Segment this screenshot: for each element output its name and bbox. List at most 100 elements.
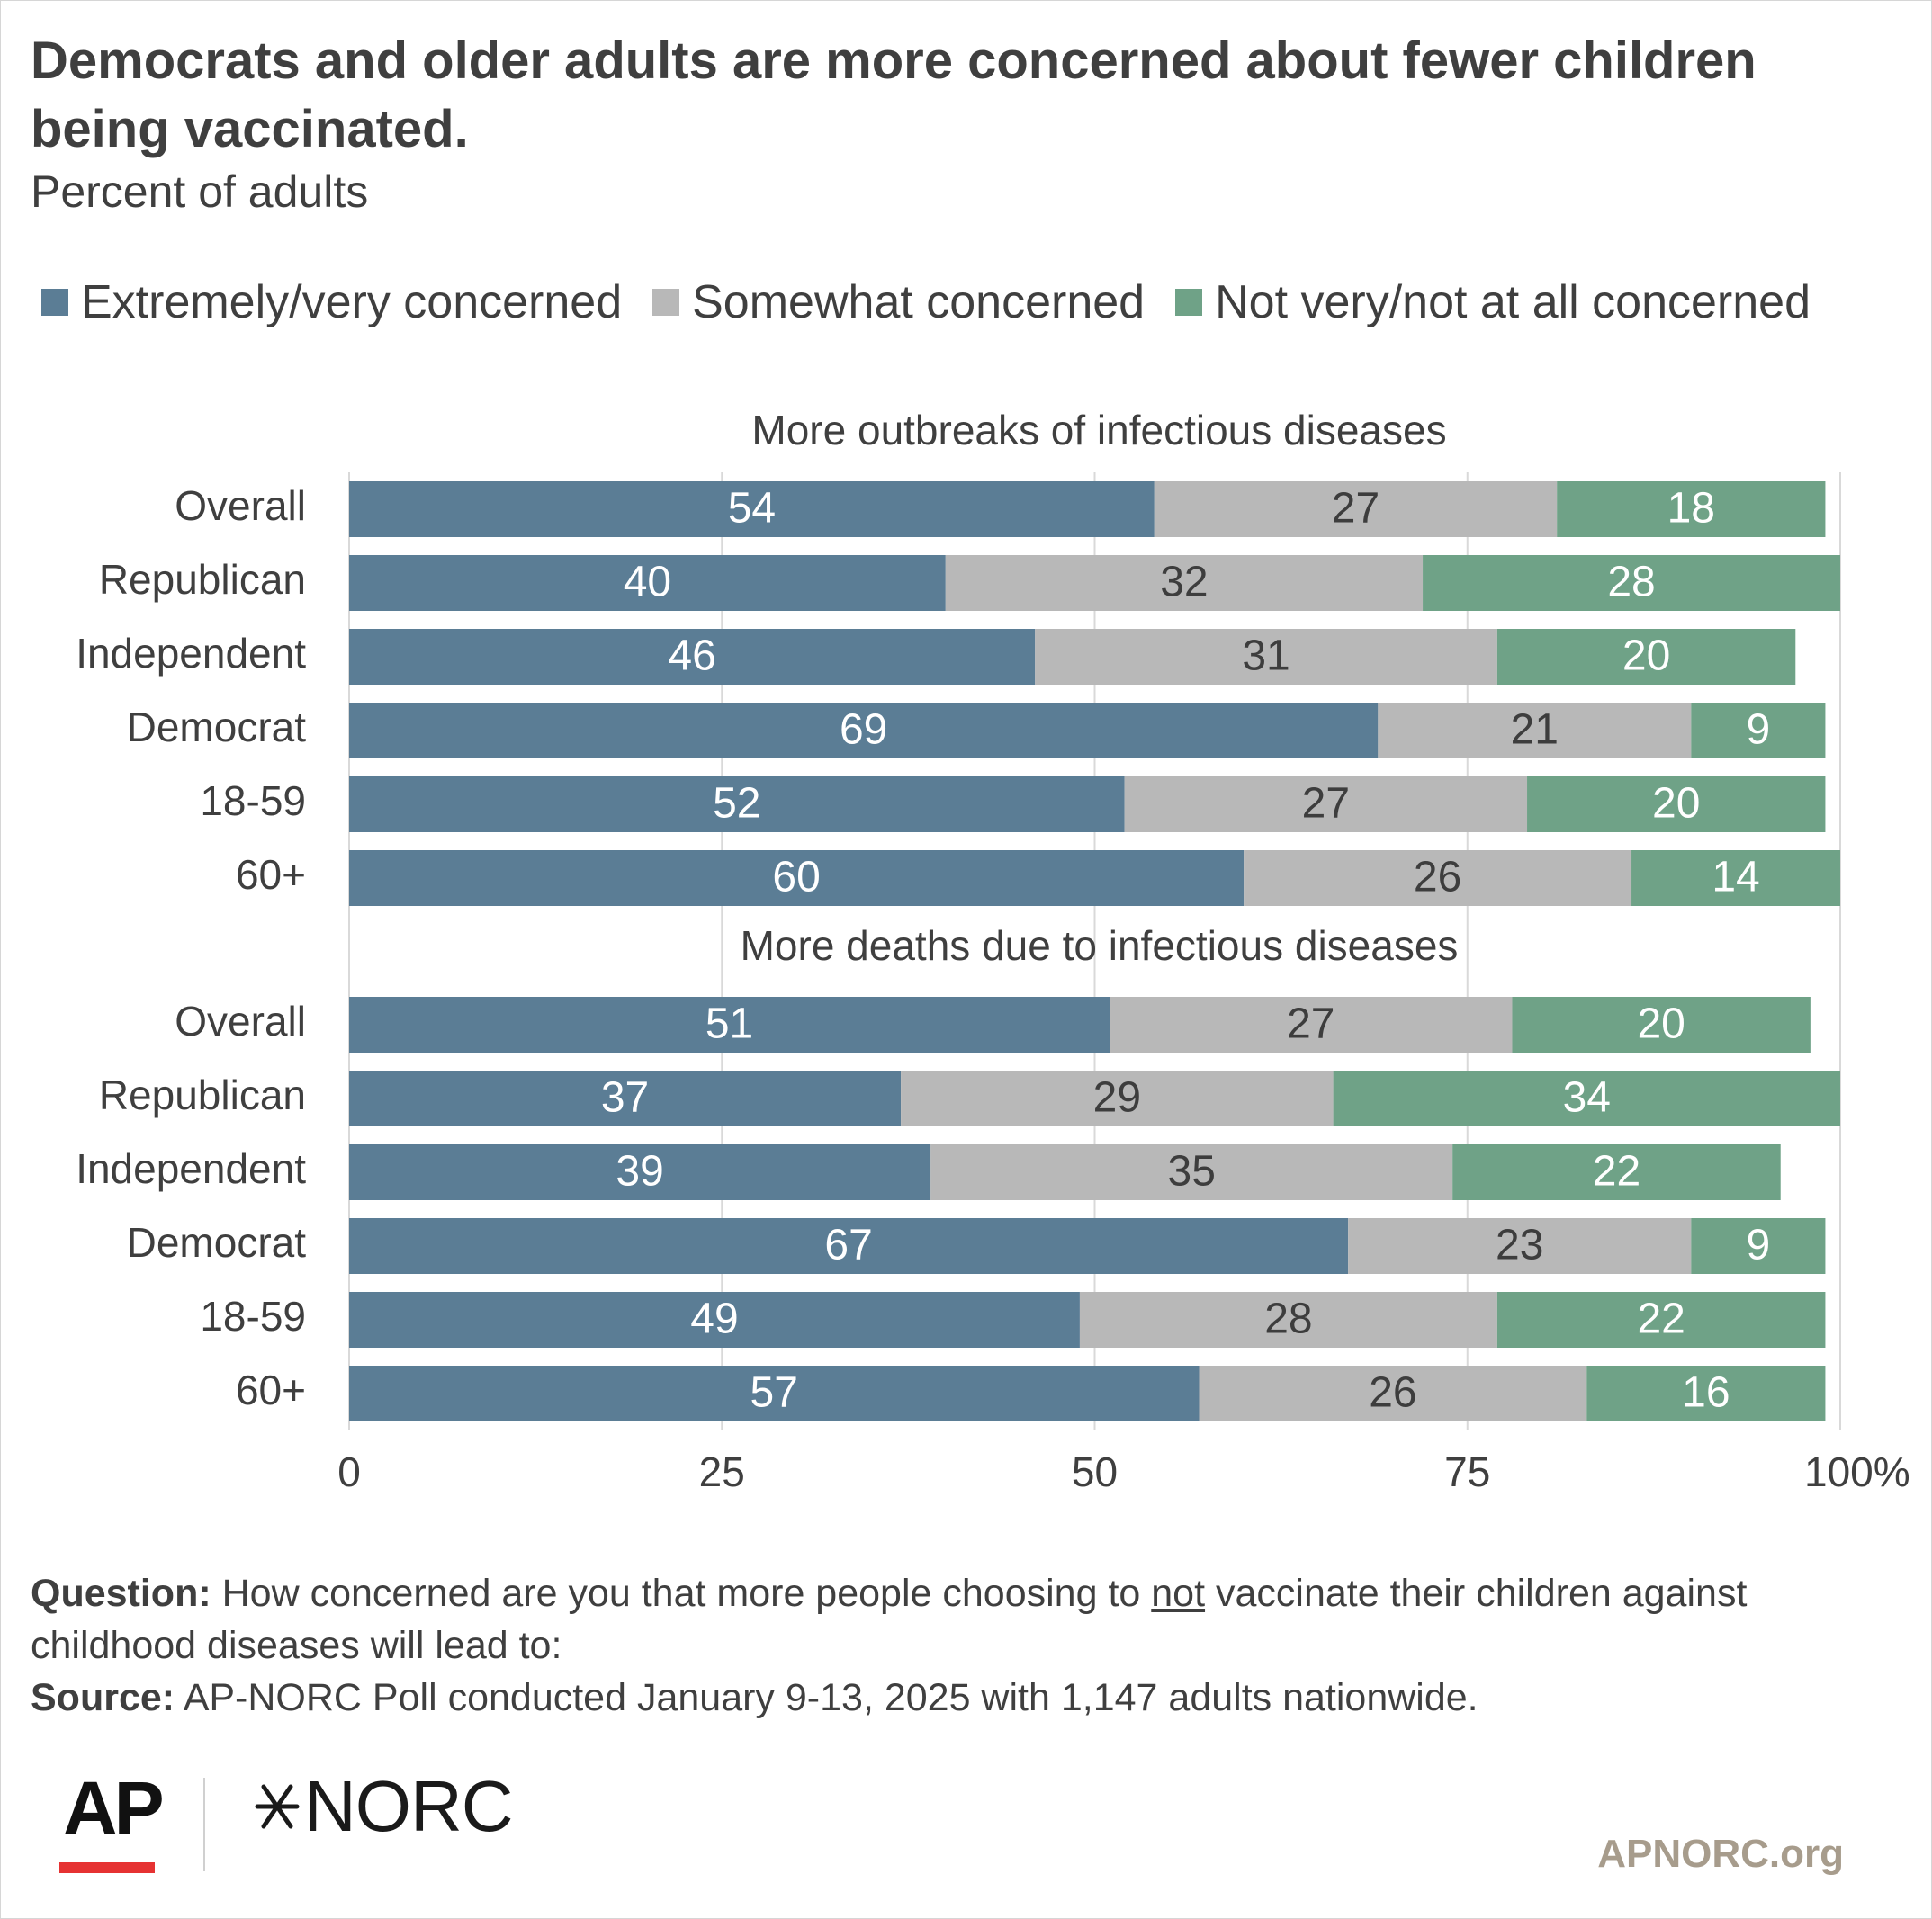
source-note: Source: AP-NORC Poll conducted January 9… <box>31 1672 1884 1724</box>
data-label: 51 <box>705 1000 753 1048</box>
data-label: 20 <box>1637 1000 1685 1048</box>
category-label: 60+ <box>236 851 306 898</box>
data-label: 31 <box>1242 632 1289 680</box>
bar-segment <box>349 555 946 611</box>
data-label: 69 <box>840 706 887 754</box>
data-label: 28 <box>1607 559 1655 606</box>
category-label: Independent <box>76 1145 306 1192</box>
legend-item-not: Not very/not at all concerned <box>1175 275 1811 329</box>
ap-logo: AP <box>63 1766 165 1851</box>
data-label: 20 <box>1622 632 1670 680</box>
question-text-emphasis: not <box>1151 1572 1206 1615</box>
data-label: 21 <box>1511 706 1559 754</box>
bar-segment <box>349 1218 1349 1274</box>
data-label: 23 <box>1496 1222 1543 1269</box>
data-label: 16 <box>1682 1369 1730 1417</box>
bar-segment <box>349 1144 931 1200</box>
bar-segment <box>1378 703 1692 758</box>
bar-segment <box>349 703 1379 758</box>
data-label: 37 <box>601 1074 649 1122</box>
category-label: 18-59 <box>200 777 306 824</box>
norc-logo: NORC <box>250 1771 514 1843</box>
site-url: APNORC.org <box>1597 1832 1844 1876</box>
panel-title: More deaths due to infectious diseases <box>741 922 1459 969</box>
bar-segment <box>1348 1218 1692 1274</box>
x-tick-label: 25 <box>699 1448 745 1495</box>
data-label: 34 <box>1563 1074 1611 1122</box>
legend-item-very: Extremely/very concerned <box>41 275 622 329</box>
data-label: 27 <box>1287 1000 1334 1048</box>
bar-segment <box>1691 1218 1826 1274</box>
data-label: 39 <box>616 1148 663 1196</box>
category-label: Independent <box>76 630 306 677</box>
bar-segment <box>1631 850 1840 906</box>
x-tick-label: 0 <box>337 1448 361 1495</box>
bar-segment <box>901 1071 1334 1126</box>
legend-swatch-very <box>41 289 68 316</box>
bar-segment <box>1333 1071 1840 1126</box>
bar-segment <box>1154 481 1558 537</box>
question-note: Question: How concerned are you that mor… <box>31 1567 1884 1672</box>
question-text-before: How concerned are you that more people c… <box>221 1572 1141 1615</box>
data-label: 54 <box>728 485 776 533</box>
bar-segment <box>1557 481 1826 537</box>
bar-segment <box>1423 555 1840 611</box>
legend-label-not: Not very/not at all concerned <box>1215 276 1811 328</box>
bar-segment <box>1527 776 1826 832</box>
x-tick-label: 75 <box>1444 1448 1490 1495</box>
legend-label-very: Extremely/very concerned <box>81 276 623 328</box>
question-label: Question: <box>31 1572 211 1615</box>
legend-swatch-not <box>1175 289 1203 316</box>
bar-segment <box>349 997 1110 1053</box>
data-label: 18 <box>1667 485 1715 533</box>
legend-item-somewhat: Somewhat concerned <box>652 275 1145 329</box>
panel-title: More outbreaks of infectious diseases <box>751 407 1446 453</box>
data-label: 9 <box>1747 1222 1771 1269</box>
legend-swatch-somewhat <box>652 289 680 316</box>
category-label: Overall <box>175 998 306 1045</box>
data-label: 46 <box>668 632 715 680</box>
data-label: 60 <box>772 854 820 901</box>
bar-segment <box>945 555 1424 611</box>
category-label: Republican <box>99 556 306 603</box>
bar-segment <box>349 776 1125 832</box>
bar-segment <box>1035 629 1497 685</box>
bar-segment <box>1244 850 1632 906</box>
data-label: 22 <box>1637 1296 1685 1343</box>
source-label: Source: <box>31 1676 175 1719</box>
footnote: Question: How concerned are you that mor… <box>31 1567 1884 1724</box>
chart-subtitle: Percent of adults <box>31 166 369 217</box>
bar-segment <box>930 1144 1453 1200</box>
logo-divider <box>203 1778 205 1871</box>
bar-segment <box>1199 1366 1587 1421</box>
bar-segment <box>1512 997 1811 1053</box>
data-label: 26 <box>1414 854 1461 901</box>
x-tick-label: 100% <box>1804 1448 1910 1495</box>
data-label: 57 <box>750 1369 798 1417</box>
data-label: 22 <box>1593 1148 1640 1196</box>
bar-segment <box>1110 997 1513 1053</box>
data-label: 32 <box>1160 559 1208 606</box>
legend-label-somewhat: Somewhat concerned <box>692 276 1146 328</box>
bar-segment <box>349 1292 1080 1348</box>
category-label: Democrat <box>127 1219 307 1266</box>
bar-segment <box>1079 1292 1497 1348</box>
bar-segment <box>1496 629 1796 685</box>
data-label: 49 <box>690 1296 738 1343</box>
bar-segment <box>1691 703 1826 758</box>
category-label: Democrat <box>127 704 307 750</box>
data-label: 9 <box>1747 706 1771 754</box>
x-tick-label: 50 <box>1072 1448 1118 1495</box>
data-label: 27 <box>1332 485 1379 533</box>
bar-segment <box>1452 1144 1781 1200</box>
category-label: 60+ <box>236 1367 306 1413</box>
ap-logo-underline <box>59 1862 155 1873</box>
category-label: Overall <box>175 482 306 529</box>
data-label: 35 <box>1168 1148 1216 1196</box>
data-label: 27 <box>1302 780 1350 828</box>
bar-segment <box>349 850 1245 906</box>
data-label: 28 <box>1264 1296 1312 1343</box>
data-label: 29 <box>1093 1074 1141 1122</box>
norc-asterisk-icon <box>255 1784 300 1829</box>
category-label: 18-59 <box>200 1293 306 1340</box>
